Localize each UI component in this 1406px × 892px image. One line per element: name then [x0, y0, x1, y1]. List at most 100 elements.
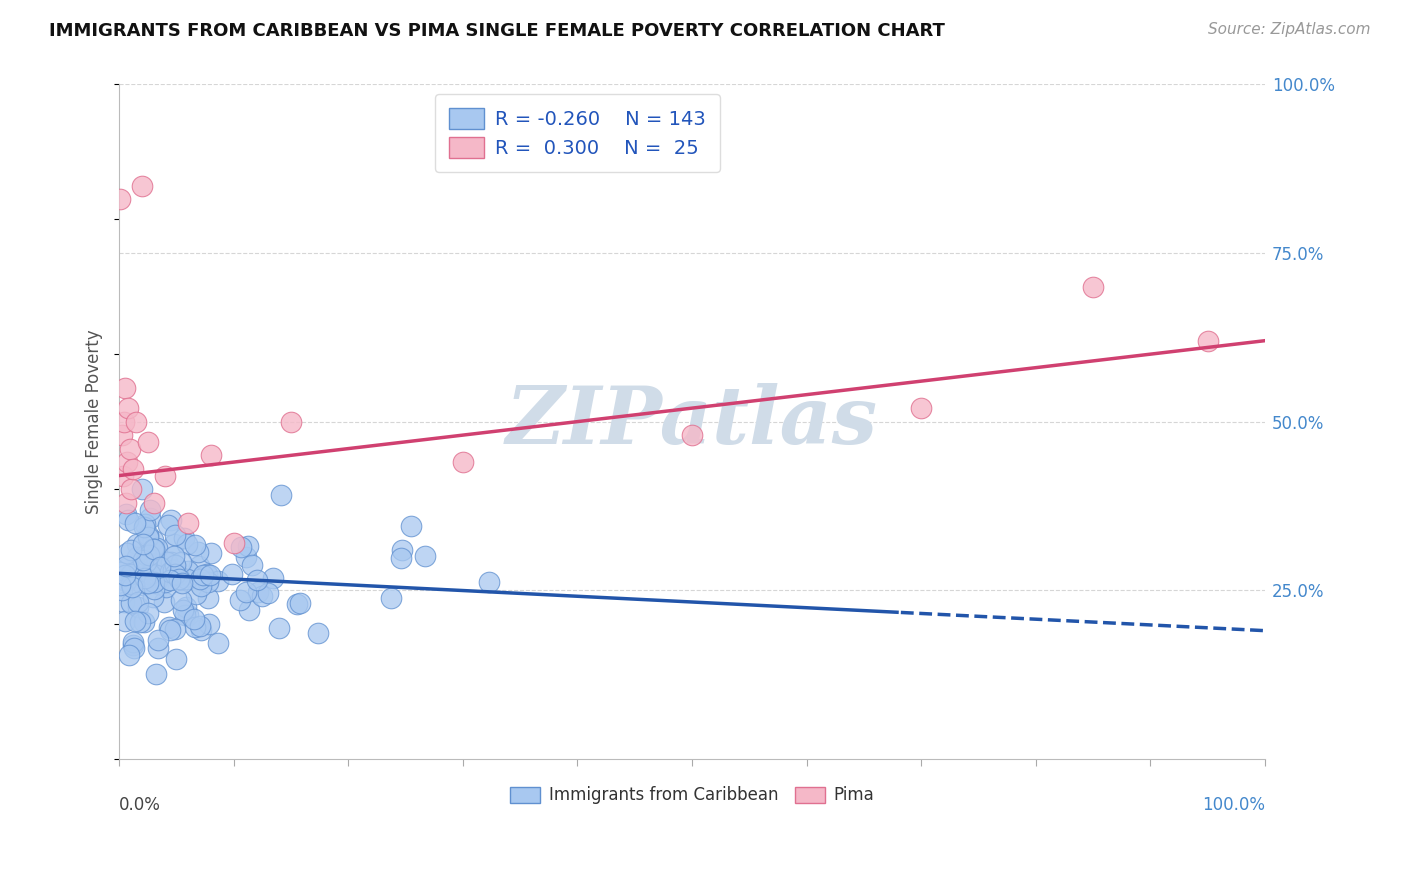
Point [222, 536, 245, 550]
Point [176, 572, 198, 586]
Point [138, 567, 160, 582]
Point [176, 599, 198, 614]
Point [143, 575, 166, 590]
Point [163, 622, 186, 636]
Point [112, 594, 135, 608]
Point [246, 584, 269, 599]
Point [391, 551, 413, 566]
Point [170, 592, 193, 607]
Point [110, 578, 132, 592]
Point [160, 555, 183, 569]
Text: 0.0%: 0.0% [120, 796, 162, 814]
Point [190, 579, 212, 593]
Point [193, 567, 215, 582]
Point [138, 548, 160, 562]
Point [132, 537, 155, 551]
Point [238, 602, 260, 616]
Point [186, 587, 208, 601]
Point [139, 510, 162, 524]
Point [114, 568, 136, 582]
Point [399, 519, 422, 533]
Point [165, 652, 187, 666]
Point [1081, 279, 1104, 293]
Point [228, 592, 250, 607]
Point [207, 636, 229, 650]
Point [195, 567, 218, 582]
Point [148, 557, 170, 571]
Point [195, 568, 218, 582]
Point [157, 620, 180, 634]
Point [153, 575, 176, 590]
Point [1197, 334, 1219, 348]
Point [169, 572, 191, 586]
Point [177, 564, 200, 578]
Point [188, 572, 211, 586]
Point [124, 516, 146, 530]
Point [122, 638, 145, 652]
Point [146, 577, 169, 591]
Point [134, 571, 156, 585]
Point [142, 495, 165, 509]
Point [197, 591, 219, 605]
Point [138, 503, 160, 517]
Point [142, 542, 165, 557]
Point [183, 612, 205, 626]
Point [187, 545, 209, 559]
Point [120, 543, 142, 558]
Point [120, 576, 142, 591]
Point [207, 574, 229, 589]
Point [125, 550, 148, 565]
Point [134, 568, 156, 582]
Point [160, 513, 183, 527]
Point [115, 546, 138, 560]
Point [307, 626, 329, 640]
Point [143, 556, 166, 570]
Point [110, 566, 132, 580]
Y-axis label: Single Female Poverty: Single Female Poverty [86, 329, 103, 514]
Point [124, 614, 146, 628]
Point [120, 567, 142, 582]
Point [110, 192, 132, 206]
Point [163, 528, 186, 542]
Point [413, 549, 436, 563]
Point [235, 585, 257, 599]
Point [267, 622, 290, 636]
Point [135, 556, 157, 570]
Point [198, 568, 221, 582]
Point [111, 468, 134, 483]
Point [132, 578, 155, 592]
Text: 100.0%: 100.0% [1202, 796, 1265, 814]
Point [134, 520, 156, 534]
Point [198, 617, 221, 632]
Point [246, 573, 269, 587]
Point [240, 558, 263, 573]
Point [122, 462, 145, 476]
Point [172, 575, 194, 590]
Point [156, 555, 179, 569]
Point [163, 537, 186, 551]
Point [262, 571, 284, 585]
Point [146, 632, 169, 647]
Point [136, 530, 159, 544]
Point [159, 573, 181, 587]
Point [155, 580, 177, 594]
Point [112, 415, 135, 429]
Point [136, 434, 159, 449]
Point [143, 582, 166, 596]
Point [149, 559, 172, 574]
Point [280, 415, 302, 429]
Text: ZIPatlas: ZIPatlas [506, 383, 879, 460]
Point [142, 590, 165, 604]
Point [235, 550, 257, 565]
Point [135, 548, 157, 562]
Point [127, 600, 149, 615]
Point [118, 442, 141, 456]
Point [146, 574, 169, 588]
Point [477, 575, 499, 590]
Point [117, 455, 139, 469]
Point [145, 666, 167, 681]
Point [153, 595, 176, 609]
Point [135, 562, 157, 576]
Point [142, 533, 165, 548]
Point [127, 595, 149, 609]
